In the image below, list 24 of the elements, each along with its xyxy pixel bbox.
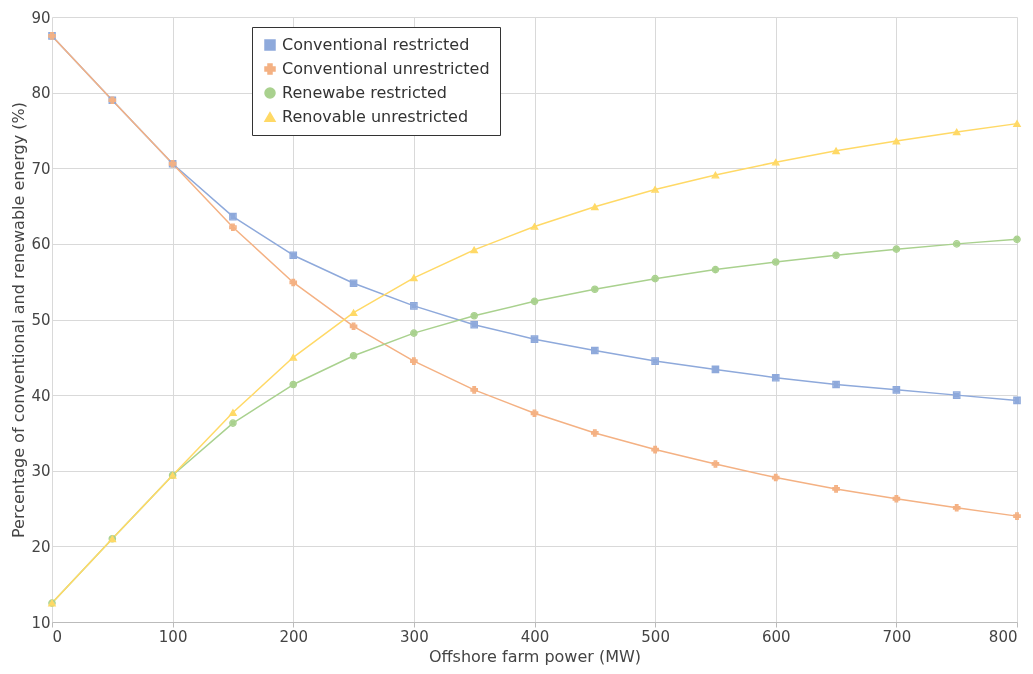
y-axis-title: Percentage of conventional and renewable energy (%): [9, 102, 29, 538]
x-tick-label: 100: [158, 627, 188, 646]
y-tick-label: 10: [31, 613, 51, 632]
x-tick-label: 500: [641, 627, 670, 646]
x-tick-label: 600: [761, 627, 791, 646]
x-tick-label: 200: [279, 627, 309, 646]
x-axis-title: Offshore farm power (MW): [428, 646, 642, 666]
x-tick-label: 0: [52, 627, 63, 646]
x-tick-label: 800: [988, 627, 1018, 646]
y-tick-label: 80: [31, 84, 51, 103]
legend-label: Conventional unrestricted: [282, 59, 490, 78]
x-tick-label: 700: [882, 627, 912, 646]
y-tick-label: 60: [31, 235, 51, 254]
legend-label: Conventional restricted: [282, 35, 470, 54]
y-tick-label: 30: [31, 462, 51, 481]
legend-label: Renovable unrestricted: [282, 107, 469, 126]
y-tick-label: 20: [31, 537, 51, 556]
legend-label: Renewabe restricted: [282, 83, 447, 102]
y-tick-label: 50: [31, 311, 51, 329]
x-tick-label: 400: [520, 627, 550, 646]
y-tick-label: 90: [31, 8, 51, 27]
x-tick-label: 300: [400, 627, 429, 646]
y-tick-label: 40: [31, 386, 51, 405]
y-tick-label: 70: [31, 159, 51, 178]
